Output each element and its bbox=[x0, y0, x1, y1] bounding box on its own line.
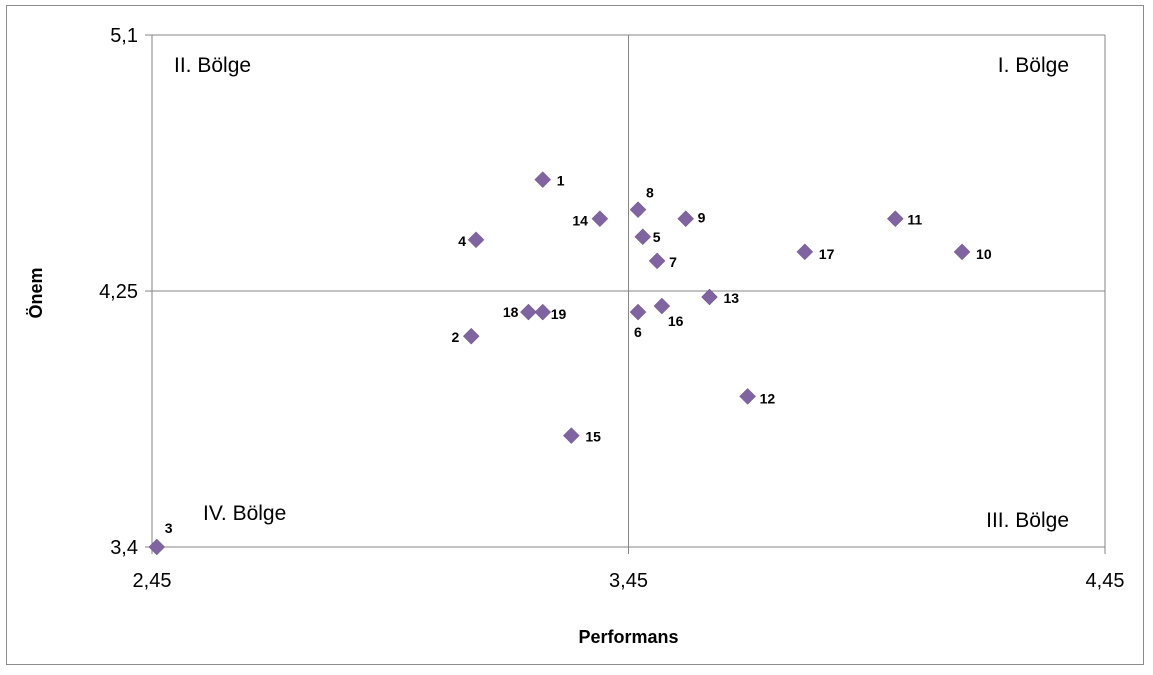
data-point-marker bbox=[886, 210, 904, 228]
data-point-marker bbox=[739, 388, 756, 405]
quadrant-labels: II. Bölge I. Bölge IV. Bölge III. Bölge bbox=[174, 54, 1069, 532]
data-point-label: 12 bbox=[760, 390, 776, 406]
data-point-label: 19 bbox=[551, 306, 567, 322]
data-point-label: 8 bbox=[646, 185, 654, 201]
data-point-label: 10 bbox=[976, 246, 992, 262]
data-point-label: 1 bbox=[557, 173, 565, 189]
data-point-label: 17 bbox=[819, 246, 835, 262]
x-tick-label: 4,45 bbox=[1086, 570, 1125, 592]
data-point-label: 13 bbox=[724, 290, 740, 306]
data-point-marker bbox=[148, 538, 166, 556]
data-point-marker bbox=[462, 327, 480, 345]
data-point-label: 15 bbox=[585, 429, 601, 445]
data-point-marker bbox=[677, 210, 695, 228]
plot-area bbox=[151, 34, 1106, 548]
data-point-label: 9 bbox=[698, 210, 706, 226]
data-point-marker bbox=[629, 201, 647, 219]
quadrant-label-i: I. Bölge bbox=[998, 54, 1069, 77]
quadrant-label-iii: III. Bölge bbox=[986, 509, 1069, 532]
y-tick-label: 5,1 bbox=[110, 25, 138, 47]
data-point-label: 3 bbox=[165, 520, 173, 536]
data-point-marker bbox=[634, 228, 652, 246]
data-point-marker bbox=[562, 427, 580, 444]
y-tick-label: 3,4 bbox=[110, 537, 138, 559]
data-point-marker bbox=[796, 243, 814, 261]
data-point-marker bbox=[701, 288, 718, 306]
data-point-label: 18 bbox=[503, 304, 519, 320]
y-axis-title: Önem bbox=[26, 267, 46, 318]
data-point-label: 5 bbox=[653, 229, 661, 245]
data-point-marker bbox=[591, 210, 609, 228]
x-tick-label: 3,45 bbox=[609, 570, 648, 592]
data-point-marker bbox=[953, 243, 971, 261]
data-point-marker bbox=[653, 297, 671, 315]
axis-ticks: 2,45 3,45 4,45 3,4 4,25 5,1 bbox=[99, 25, 1124, 592]
data-point-label: 6 bbox=[634, 324, 642, 340]
data-point-marker bbox=[648, 252, 666, 270]
data-point-label: 14 bbox=[572, 213, 588, 229]
chart-frame bbox=[6, 5, 1144, 665]
quadrant-label-iv: IV. Bölge bbox=[203, 502, 286, 525]
data-point-marker bbox=[467, 231, 485, 249]
data-point-label: 16 bbox=[668, 313, 684, 329]
data-point-marker bbox=[534, 303, 552, 321]
data-point-label: 4 bbox=[458, 233, 466, 249]
data-point-label: 2 bbox=[451, 329, 459, 345]
x-axis-title: Performans bbox=[578, 627, 678, 647]
data-point-label: 7 bbox=[669, 254, 677, 270]
data-point-marker bbox=[629, 303, 647, 321]
data-point-label: 11 bbox=[907, 212, 922, 228]
quadrant-label-ii: II. Bölge bbox=[174, 54, 251, 77]
data-point-marker bbox=[534, 171, 552, 188]
y-tick-label: 4,25 bbox=[99, 281, 138, 303]
data-point-marker bbox=[520, 303, 537, 321]
x-tick-label: 2,45 bbox=[133, 570, 172, 592]
